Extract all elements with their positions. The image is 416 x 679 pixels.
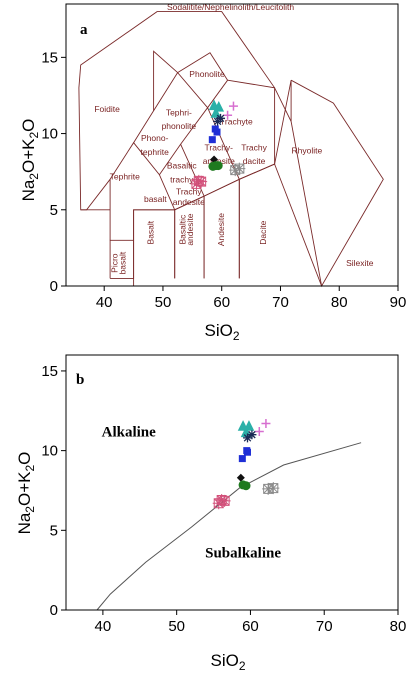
data-point-plus <box>223 110 233 120</box>
tas-field-label: andesite <box>203 156 235 166</box>
data-point-starsquare <box>195 175 208 188</box>
tas-field-label: phonolite <box>162 121 197 131</box>
tas-field-label: Trachy- <box>205 142 234 152</box>
data-point-starsquare <box>267 482 280 495</box>
tas-field-label: Basaltic <box>167 161 198 171</box>
panel-a-x-tick-label: 90 <box>390 294 407 311</box>
panel-a-x-tick-label: 40 <box>96 294 113 311</box>
data-point-starsquare <box>262 482 275 495</box>
tas-field-label: Phono- <box>141 133 169 143</box>
data-point-starsquare <box>215 494 228 507</box>
panel-a-points <box>190 99 246 190</box>
data-point-starsquare <box>233 162 246 175</box>
tas-field-label: tephrite <box>141 147 170 157</box>
tas-field-boundary <box>159 79 228 175</box>
tas-field-label-vertical: Dacite <box>258 220 268 244</box>
region-label: Subalkaline <box>205 545 281 561</box>
panel-b-x-tick-label: 80 <box>390 618 407 635</box>
data-point-square <box>238 455 246 463</box>
panel-a-plot-frame <box>65 3 399 287</box>
panel-b-x-tick-label: 70 <box>316 618 333 635</box>
panel-b-y-tick-label: 0 <box>50 602 58 619</box>
panel-b-y-tick-label: 5 <box>50 522 58 539</box>
panel-a-field-boundaries <box>78 11 384 288</box>
panel-a-x-tick-label: 50 <box>155 294 172 311</box>
panel-a-y-tick-label: 0 <box>50 278 58 295</box>
data-point-square <box>208 136 216 144</box>
tas-field-label-vertical: Basaltic <box>177 214 187 245</box>
tas-field-label: Foidite <box>94 104 120 114</box>
tas-field-label: Phonolite <box>189 69 225 79</box>
panel-b-x-tick-label: 40 <box>95 618 112 635</box>
tas-field-boundary <box>227 79 276 180</box>
panel-a-letter: a <box>80 22 88 38</box>
panel-b-letter: b <box>76 372 84 388</box>
tas-field-boundary <box>133 71 208 143</box>
data-point-square <box>213 128 221 136</box>
data-point-square <box>243 448 251 456</box>
alkaline-subalkaline-divider <box>96 442 362 611</box>
panel-b-y-axis-title: Na2O+K2O <box>15 452 37 535</box>
panel-a-x-tick-label: 70 <box>272 294 289 311</box>
data-point-triangle <box>213 101 225 112</box>
tas-field-label: Trachy <box>176 187 202 197</box>
panel-b-y-tick-label: 10 <box>41 443 58 460</box>
tas-field-label-vertical: Basalt <box>146 220 156 244</box>
panel-a-y-tick-label: 15 <box>41 49 58 66</box>
tas-field-label-vertical: Andesite <box>216 213 226 246</box>
panel-a-y-axis-title: Na2O+K2O <box>19 119 41 202</box>
panel-b-plot-frame <box>65 354 399 611</box>
tas-field-label-vertical: Picro <box>110 253 120 273</box>
panel-a-field-labels: Sodalitite/Nephelinolith/Leucitolith Phon… <box>94 2 373 274</box>
tas-field-label: andesite <box>173 197 205 207</box>
tas-field-label: Trachyte <box>220 116 253 126</box>
data-point-asterisk <box>247 430 257 440</box>
data-point-circle <box>241 481 251 491</box>
tas-field-label: trachy <box>170 174 194 184</box>
data-point-diamond <box>236 473 245 482</box>
panel-b-region-labels: Alkaline Subalkaline <box>102 424 282 561</box>
panel-b-x-tick-label: 60 <box>242 618 259 635</box>
panel-a-axes: 40 50 60 70 80 90 0 5 10 15 <box>41 3 407 311</box>
tas-field-boundary <box>274 163 323 287</box>
panel-a-y-tick-label: 10 <box>41 126 58 143</box>
data-point-triangle <box>243 420 255 431</box>
tas-field-label: Silexite <box>346 258 374 268</box>
tas-field-label: Tephri- <box>166 107 192 117</box>
tas-field-label: Tephrite <box>110 171 141 181</box>
panel-b-points <box>212 419 280 510</box>
data-point-plus <box>261 419 271 429</box>
panel-a-y-tick-label: 5 <box>50 202 58 219</box>
panel-a-tas-diagram: Sodalitite/Nephelinolith/Leucitolith Phon… <box>19 2 406 343</box>
panel-b-alkaline-diagram: Alkaline Subalkaline 40 50 60 70 80 0 5 10 15 b S… <box>15 354 407 673</box>
panel-a-x-axis-title: SiO2 <box>204 321 239 343</box>
tas-field-boundary <box>177 52 228 81</box>
data-point-plus <box>254 427 264 436</box>
panel-a-x-tick-label: 80 <box>331 294 348 311</box>
data-point-asterisk <box>216 113 226 123</box>
panel-b-alkaline-boundary <box>96 442 362 611</box>
data-point-starsquare <box>192 174 205 187</box>
tas-field-label-vertical: andesite <box>185 213 195 245</box>
tas-field-label: Rhyolite <box>292 145 323 155</box>
data-point-starsquare <box>218 494 231 507</box>
panel-a-x-tick-label: 60 <box>213 294 230 311</box>
tas-field-label: Trachy <box>241 142 267 152</box>
data-point-asterisk <box>242 433 252 443</box>
panel-b-x-axis-title: SiO2 <box>210 651 245 673</box>
tas-field-label: Sodalitite/Nephelinolith/Leucitolith <box>167 2 294 12</box>
panel-b-axes: 40 50 60 70 80 0 5 10 15 <box>41 354 407 635</box>
tas-field-label: basalt <box>144 194 167 204</box>
panel-b-x-tick-label: 50 <box>168 618 185 635</box>
data-point-circle <box>208 161 218 171</box>
tas-field-label-vertical: basalt <box>117 251 127 274</box>
tas-field-boundary <box>153 50 178 111</box>
panel-b-y-tick-label: 15 <box>41 363 58 380</box>
tas-field-boundary <box>109 141 176 241</box>
region-label: Alkaline <box>102 424 157 440</box>
tas-field-label: dacite <box>243 156 266 166</box>
data-point-plus <box>228 101 238 111</box>
